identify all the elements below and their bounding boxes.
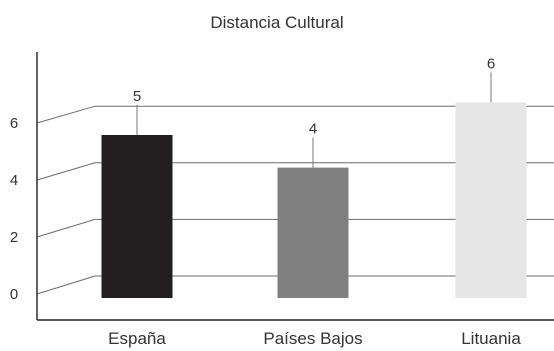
y-tick-labels: 0 2 4 6: [10, 115, 18, 303]
category-labels: España Países Bajos Lituania: [108, 329, 521, 348]
data-label: 6: [487, 55, 495, 72]
chart-title: Distancia Cultural: [210, 13, 343, 32]
y-tick-label: 0: [10, 286, 18, 303]
y-tick-label: 2: [10, 229, 18, 246]
bar: [277, 167, 349, 298]
data-label: 5: [133, 88, 141, 105]
category-label: Lituania: [461, 329, 521, 348]
data-labels: 5 4 6: [133, 55, 495, 168]
bar: [101, 135, 173, 298]
gridline: [36, 275, 554, 295]
y-tick-label: 6: [10, 115, 18, 132]
gridlines: [36, 105, 554, 295]
axes: [36, 52, 554, 321]
gridline: [36, 218, 554, 238]
category-label: Países Bajos: [263, 329, 362, 348]
category-label: España: [108, 329, 166, 348]
gridline: [36, 105, 554, 124]
bars: [101, 102, 527, 299]
gridline: [36, 162, 554, 181]
y-tick-label: 4: [10, 172, 18, 189]
bar: [455, 102, 527, 299]
data-label: 4: [309, 121, 317, 138]
